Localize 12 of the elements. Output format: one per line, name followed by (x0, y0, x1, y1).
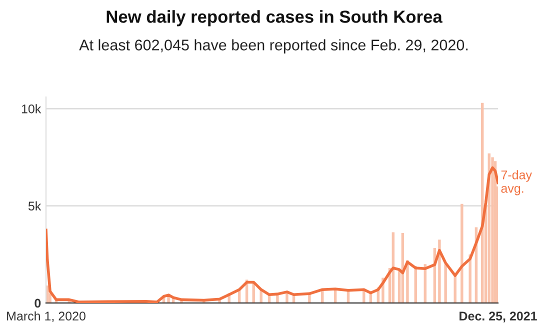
y-tick-label: 0 (34, 298, 41, 308)
chart-subtitle: At least 602,045 have been reported since Feb. 29, 2020. (79, 39, 468, 54)
bar (460, 204, 464, 303)
y-tick-label: 5k (28, 201, 42, 210)
x-tick-label: Dec. 25, 2021 (460, 312, 537, 322)
bar (491, 157, 494, 303)
chart-title: New daily reported cases in South Korea (106, 10, 442, 26)
y-tick-label: 10k (22, 104, 42, 114)
bar (444, 264, 447, 303)
bar (260, 290, 262, 303)
x-tick-label: March 1, 2020 (7, 311, 86, 322)
series-label: 7-day avg. (501, 170, 532, 196)
